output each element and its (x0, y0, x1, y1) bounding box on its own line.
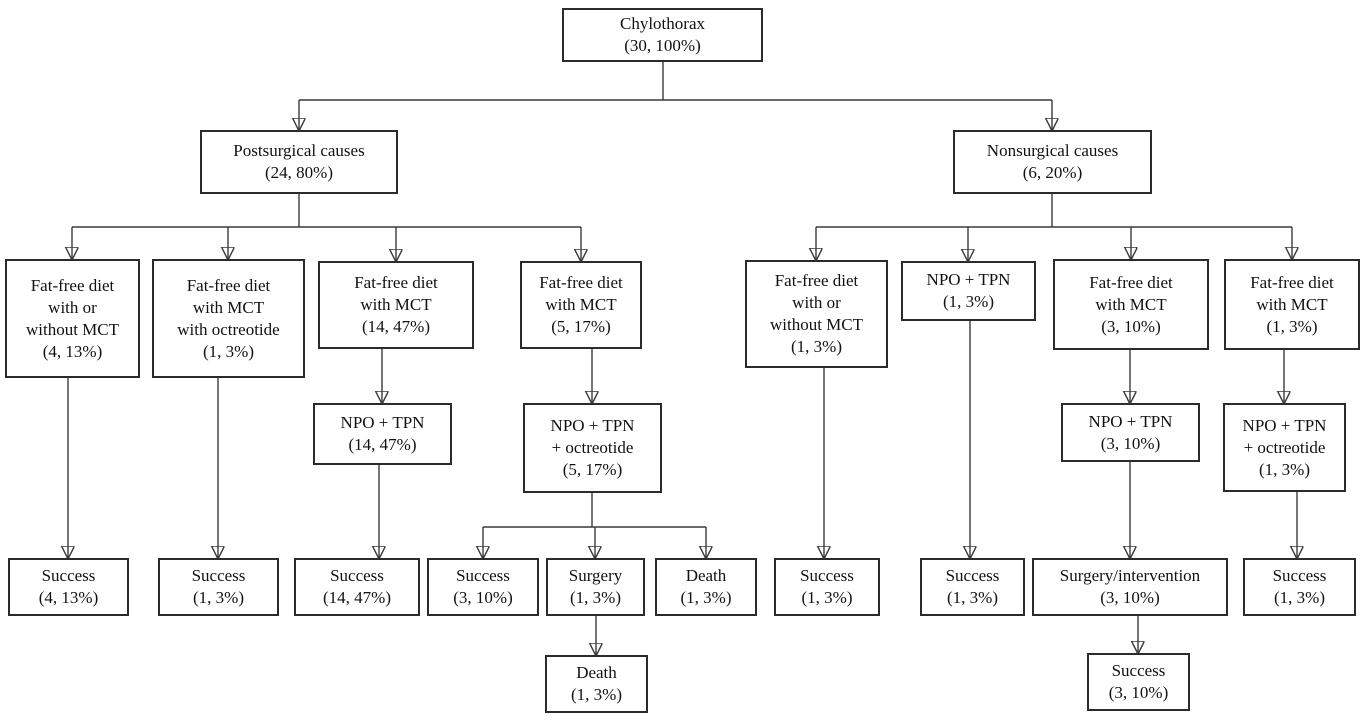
node-outcome-success-3-10: Success (3, 10%) (427, 558, 539, 616)
edge-split-npo-tpn-octreotide (483, 493, 706, 558)
edge-split-nonsurgical (816, 194, 1292, 261)
node-ns-npo-tpn: NPO + TPN (1, 3%) (901, 261, 1036, 321)
node-ps-npo-tpn-14: NPO + TPN (14, 47%) (313, 403, 452, 465)
node-ns-npo-tpn-octreotide: NPO + TPN + octreotide (1, 3%) (1223, 403, 1346, 492)
node-ps-fat-free-diet-mct-14: Fat-free diet with MCT (14, 47%) (318, 261, 474, 349)
node-outcome-death-1-3: Death (1, 3%) (655, 558, 757, 616)
node-ns-npo-tpn-3: NPO + TPN (3, 10%) (1061, 403, 1200, 462)
node-postsurgical-causes: Postsurgical causes (24, 80%) (200, 130, 398, 194)
node-outcome-surgery-1-3: Surgery (1, 3%) (546, 558, 645, 616)
node-ps-fat-free-diet-mct-5: Fat-free diet with MCT (5, 17%) (520, 261, 642, 349)
node-chylothorax: Chylothorax (30, 100%) (562, 8, 763, 62)
node-nonsurgical-causes: Nonsurgical causes (6, 20%) (953, 130, 1152, 194)
node-outcome-success-1-3-b: Success (1, 3%) (774, 558, 880, 616)
edge-split-postsurgical (72, 194, 581, 261)
node-ps-fat-free-diet-with-or-without-mct: Fat-free diet with or without MCT (4, 13… (5, 259, 140, 378)
node-outcome-success-14-47: Success (14, 47%) (294, 558, 420, 616)
node-outcome-success-4-13: Success (4, 13%) (8, 558, 129, 616)
node-outcome-surgery-intervention-3-10: Surgery/intervention (3, 10%) (1032, 558, 1228, 616)
node-outcome-success-1-3-c: Success (1, 3%) (920, 558, 1025, 616)
node-outcome-success-1-3-a: Success (1, 3%) (158, 558, 279, 616)
node-ns-fat-free-diet-mct-1: Fat-free diet with MCT (1, 3%) (1224, 259, 1360, 350)
node-outcome-death-after-surgery: Death (1, 3%) (545, 655, 648, 713)
node-ns-fat-free-diet-with-or-without-mct: Fat-free diet with or without MCT (1, 3%… (745, 260, 888, 368)
node-outcome-success-1-3-d: Success (1, 3%) (1243, 558, 1356, 616)
node-ps-npo-tpn-octreotide: NPO + TPN + octreotide (5, 17%) (523, 403, 662, 493)
node-ns-fat-free-diet-mct-3: Fat-free diet with MCT (3, 10%) (1053, 259, 1209, 350)
node-ps-fat-free-diet-mct-octreotide: Fat-free diet with MCT with octreotide (… (152, 259, 305, 378)
node-outcome-success-after-intervention: Success (3, 10%) (1087, 653, 1190, 711)
edge-split-chylothorax (299, 62, 1052, 130)
